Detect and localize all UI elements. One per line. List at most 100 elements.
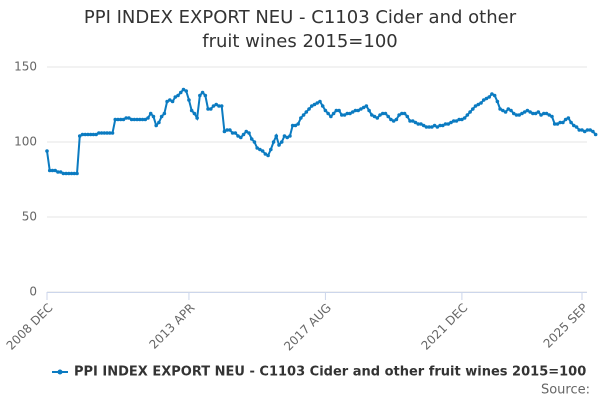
point	[140, 117, 145, 122]
point	[326, 111, 330, 116]
point	[430, 125, 434, 129]
point	[241, 132, 246, 137]
point	[217, 104, 221, 108]
point	[438, 123, 442, 128]
point	[473, 104, 478, 108]
point	[457, 117, 461, 122]
point	[566, 116, 571, 120]
point	[528, 110, 532, 114]
point	[443, 122, 448, 126]
point	[383, 111, 388, 116]
point	[192, 111, 197, 116]
point	[53, 168, 57, 173]
point	[492, 93, 497, 98]
point	[337, 108, 341, 113]
point	[260, 149, 265, 153]
point	[266, 153, 270, 158]
point	[47, 168, 52, 173]
point	[503, 110, 508, 114]
point	[334, 108, 339, 113]
point	[56, 170, 60, 174]
point	[162, 111, 167, 116]
point	[277, 143, 281, 147]
point	[252, 140, 257, 144]
x-tick-label: 2017 AUG	[281, 301, 334, 354]
x-tick-label: 2008 DEC	[4, 301, 56, 353]
point	[435, 125, 440, 129]
point	[67, 171, 71, 176]
chart-title: PPI INDEX EXPORT NEU - C1103 Cider and o…	[83, 7, 517, 52]
point	[370, 113, 374, 117]
point	[168, 98, 172, 102]
point	[181, 87, 186, 92]
point	[121, 117, 126, 122]
point	[274, 134, 279, 138]
point	[427, 125, 431, 129]
point	[320, 104, 325, 108]
point	[124, 116, 128, 120]
point	[86, 132, 90, 137]
point	[378, 113, 382, 117]
point	[230, 131, 235, 135]
point	[361, 105, 366, 110]
point	[569, 120, 573, 125]
legend-marker	[57, 369, 63, 375]
point	[484, 96, 489, 101]
point	[135, 117, 139, 122]
x-tick-label: 2025 SEP	[541, 301, 591, 351]
point	[301, 113, 306, 117]
point	[359, 107, 363, 111]
point	[446, 122, 451, 126]
point	[345, 111, 350, 116]
point	[416, 122, 421, 126]
point	[195, 116, 199, 120]
point	[380, 111, 385, 116]
point	[391, 119, 396, 123]
point	[312, 102, 317, 107]
point	[58, 170, 63, 174]
point	[424, 125, 429, 129]
point	[574, 125, 579, 129]
point	[348, 111, 352, 116]
point	[591, 129, 595, 134]
x-tick-label: 2021 DEC	[418, 301, 470, 353]
point	[386, 114, 390, 119]
point	[83, 132, 88, 137]
point	[91, 132, 96, 137]
point	[462, 116, 467, 120]
point	[520, 111, 524, 116]
point	[178, 90, 183, 95]
point	[408, 119, 412, 123]
point	[342, 113, 347, 117]
point	[514, 113, 519, 117]
point	[318, 99, 322, 104]
point	[490, 92, 494, 96]
point	[552, 122, 557, 126]
point	[69, 171, 74, 176]
point	[558, 120, 562, 125]
point	[419, 122, 423, 126]
point	[375, 116, 380, 120]
point	[228, 128, 232, 132]
point	[307, 107, 311, 111]
point	[208, 107, 213, 111]
point	[132, 117, 137, 122]
point	[176, 93, 180, 98]
point	[405, 114, 410, 119]
point	[113, 117, 118, 122]
point	[146, 116, 150, 120]
point	[233, 131, 238, 135]
point	[296, 122, 300, 126]
point	[187, 98, 191, 102]
point	[432, 123, 437, 128]
point	[173, 95, 178, 99]
point	[211, 104, 216, 108]
point	[547, 113, 552, 117]
point	[154, 123, 158, 128]
point	[536, 110, 541, 114]
point	[585, 128, 590, 132]
point	[517, 113, 522, 117]
source: Source:	[541, 383, 590, 398]
point	[454, 119, 459, 123]
